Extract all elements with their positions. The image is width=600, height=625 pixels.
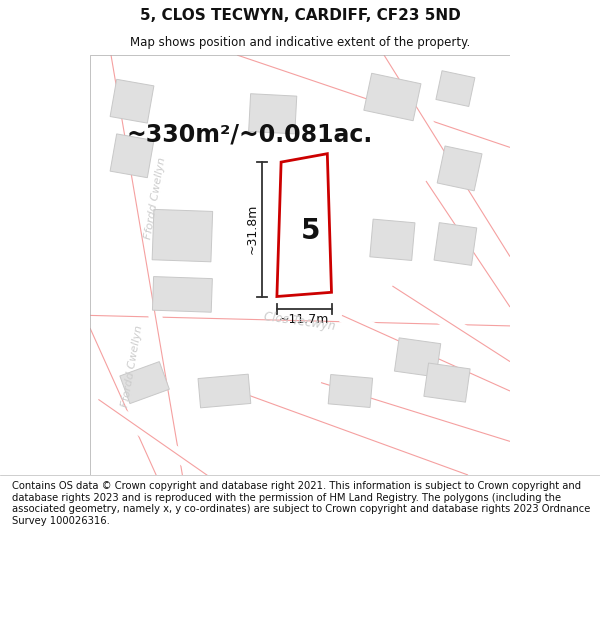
Polygon shape bbox=[152, 277, 212, 312]
Polygon shape bbox=[424, 363, 470, 402]
Text: Ffordd Cwellyn: Ffordd Cwellyn bbox=[120, 324, 144, 408]
Text: Ffordd Cwellyn: Ffordd Cwellyn bbox=[143, 156, 167, 239]
Polygon shape bbox=[364, 73, 421, 121]
Polygon shape bbox=[370, 219, 415, 261]
Polygon shape bbox=[277, 154, 331, 296]
Polygon shape bbox=[152, 209, 212, 262]
Polygon shape bbox=[110, 79, 154, 123]
Text: ~31.8m: ~31.8m bbox=[245, 204, 258, 254]
Polygon shape bbox=[434, 222, 477, 266]
Polygon shape bbox=[198, 374, 251, 408]
Text: 5: 5 bbox=[301, 217, 320, 246]
Polygon shape bbox=[328, 374, 373, 408]
Polygon shape bbox=[437, 146, 482, 191]
Polygon shape bbox=[120, 362, 169, 404]
Polygon shape bbox=[394, 338, 441, 377]
Text: Map shows position and indicative extent of the property.: Map shows position and indicative extent… bbox=[130, 36, 470, 49]
Polygon shape bbox=[110, 134, 154, 178]
Text: Contains OS data © Crown copyright and database right 2021. This information is : Contains OS data © Crown copyright and d… bbox=[12, 481, 590, 526]
Text: Clos Tecwyn: Clos Tecwyn bbox=[263, 310, 337, 333]
Text: ~11.7m: ~11.7m bbox=[279, 313, 329, 326]
Polygon shape bbox=[436, 71, 475, 106]
Polygon shape bbox=[248, 94, 297, 134]
Text: ~330m²/~0.081ac.: ~330m²/~0.081ac. bbox=[127, 122, 373, 147]
Text: 5, CLOS TECWYN, CARDIFF, CF23 5ND: 5, CLOS TECWYN, CARDIFF, CF23 5ND bbox=[140, 8, 460, 23]
